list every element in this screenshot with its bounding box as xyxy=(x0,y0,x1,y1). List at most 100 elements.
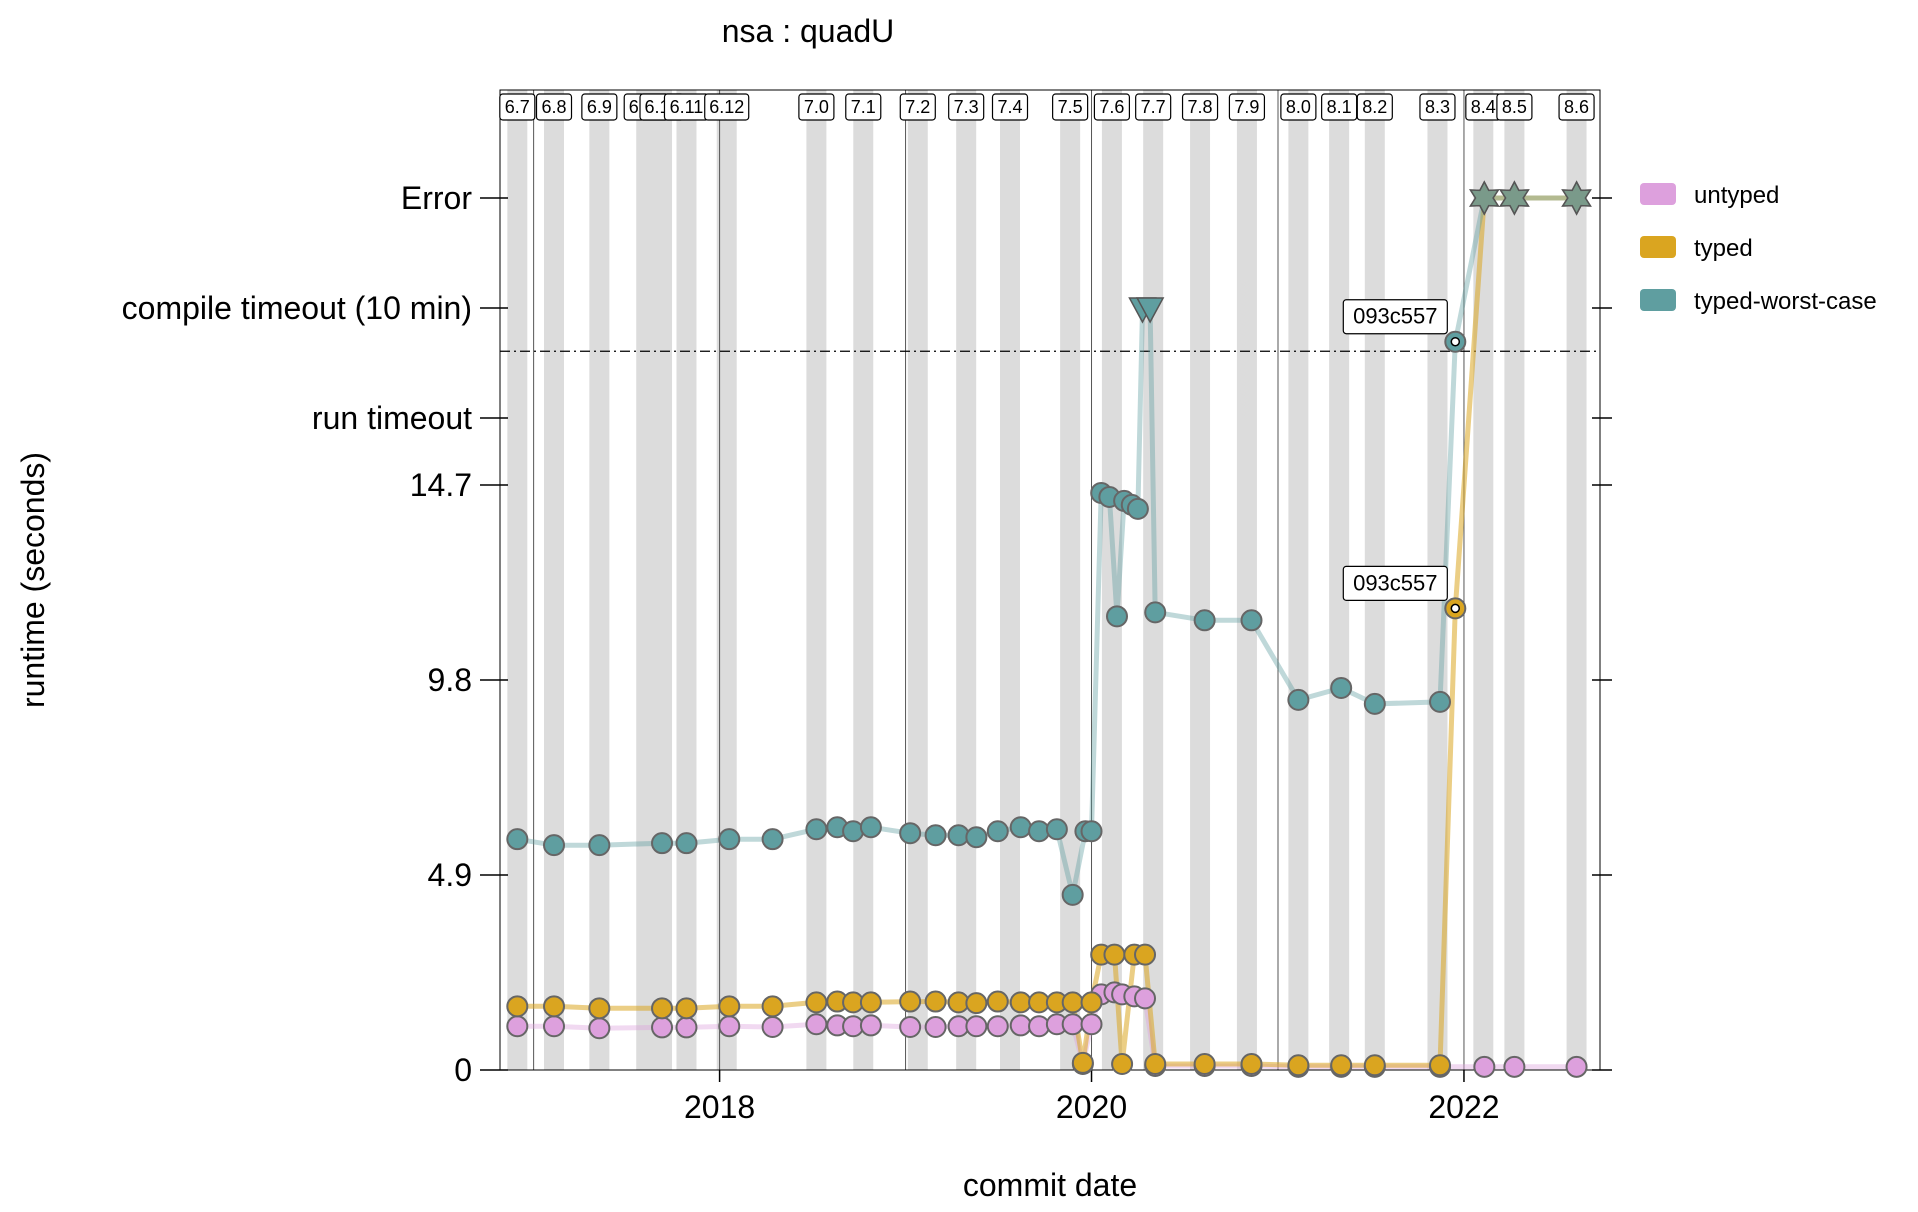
x-tick-label: 2020 xyxy=(1056,1089,1127,1125)
release-band xyxy=(1143,90,1164,1070)
data-point-typed-worst-case xyxy=(947,824,970,847)
data-point-typed-worst-case xyxy=(859,816,882,839)
annotation-point xyxy=(1450,603,1461,614)
release-label: 8.5 xyxy=(1502,97,1527,117)
data-point-typed-worst-case xyxy=(1287,688,1310,711)
legend-swatch xyxy=(1640,289,1676,311)
release-label-box xyxy=(1052,93,1089,121)
release-band xyxy=(907,90,928,1070)
data-point-untyped xyxy=(675,1016,698,1039)
timeout-marker xyxy=(1135,297,1165,324)
release-label-box xyxy=(798,93,835,121)
legend-label: typed-worst-case xyxy=(1694,288,1877,315)
release-label-box xyxy=(899,93,936,121)
release-label: 8.0 xyxy=(1286,97,1311,117)
release-band xyxy=(1329,90,1350,1070)
release-band xyxy=(806,90,827,1070)
data-point-typed xyxy=(1103,943,1126,966)
data-point-untyped xyxy=(859,1014,882,1037)
release-label-box xyxy=(1135,93,1172,121)
data-point-typed-worst-case xyxy=(1045,818,1068,841)
release-label-box xyxy=(535,93,573,121)
data-point-typed xyxy=(986,990,1009,1013)
release-label-box xyxy=(1321,93,1358,121)
annotation-box xyxy=(1342,565,1448,601)
release-label-box xyxy=(1558,93,1595,121)
release-label: 7.3 xyxy=(954,97,979,117)
annotation-box xyxy=(1342,299,1448,335)
release-label: 8.6 xyxy=(1564,97,1589,117)
release-band xyxy=(1190,90,1211,1070)
data-point-untyped xyxy=(718,1015,741,1038)
data-point-typed-worst-case xyxy=(842,820,865,843)
data-point-untyped xyxy=(1061,1013,1084,1036)
release-label: 7.2 xyxy=(905,97,930,117)
data-point-typed xyxy=(1240,1053,1263,1076)
data-point-typed-worst-case xyxy=(899,822,922,845)
release-band xyxy=(589,90,610,1070)
legend-swatch xyxy=(1640,183,1676,205)
release-label-box xyxy=(948,93,985,121)
chart-title: nsa : quadU xyxy=(722,13,895,49)
data-point-typed-worst-case xyxy=(1105,605,1128,628)
data-point-typed xyxy=(965,992,988,1015)
release-label: 6.11 xyxy=(670,97,704,117)
data-point-untyped xyxy=(965,1015,988,1038)
x-axis: 2018 2020 2022 xyxy=(684,1070,1500,1125)
release-label: 8.3 xyxy=(1425,97,1450,117)
y-tick-label: 4.9 xyxy=(428,857,472,893)
error-marker xyxy=(1561,180,1592,216)
release-label: 7.6 xyxy=(1099,97,1124,117)
data-point-typed-worst-case xyxy=(651,832,674,855)
data-point-untyped xyxy=(924,1016,947,1039)
x-axis-label: commit date xyxy=(963,1167,1137,1203)
data-point-typed xyxy=(1061,991,1084,1014)
data-point-typed xyxy=(899,990,922,1013)
release-label: 7.4 xyxy=(997,97,1022,117)
data-point-typed xyxy=(1071,1051,1094,1074)
data-point-untyped xyxy=(1028,1015,1051,1038)
release-label-box xyxy=(1496,93,1533,121)
x-tick-label: 2018 xyxy=(684,1089,755,1125)
data-point-typed xyxy=(1144,1053,1167,1076)
data-point-untyped xyxy=(1503,1055,1526,1078)
data-point-typed-worst-case xyxy=(1080,820,1103,843)
data-point-typed xyxy=(924,990,947,1013)
data-point-untyped xyxy=(805,1013,828,1036)
data-point-untyped xyxy=(506,1015,529,1038)
release-band xyxy=(652,90,673,1070)
annotations: 093c557 093c557 xyxy=(1342,299,1461,614)
release-band xyxy=(507,90,528,1070)
release-label-box xyxy=(499,93,536,121)
data-point-untyped xyxy=(1134,987,1157,1010)
data-point-typed xyxy=(805,991,828,1014)
release-band xyxy=(1101,90,1122,1070)
release-band xyxy=(956,90,977,1070)
y-tick-label: 0 xyxy=(454,1052,472,1088)
data-point-typed xyxy=(859,991,882,1014)
release-label: 7.7 xyxy=(1141,97,1166,117)
data-point-typed-worst-case xyxy=(924,824,947,847)
data-point-typed xyxy=(588,997,611,1020)
plot-frame xyxy=(499,89,1601,1071)
series-points xyxy=(506,180,1592,1078)
release-label: 7.5 xyxy=(1058,97,1083,117)
data-point-untyped xyxy=(588,1017,611,1040)
legend-swatch xyxy=(1640,236,1676,258)
release-band xyxy=(1060,90,1081,1070)
release-band xyxy=(636,90,657,1070)
data-point-typed-worst-case xyxy=(1009,816,1032,839)
release-band xyxy=(853,90,874,1070)
data-point-untyped xyxy=(1009,1014,1032,1037)
data-point-untyped xyxy=(1565,1055,1588,1078)
data-point-typed xyxy=(1111,1053,1134,1076)
annotation-label: 093c557 xyxy=(1353,304,1437,329)
data-point-typed-worst-case xyxy=(1429,690,1452,713)
data-point-typed-worst-case xyxy=(675,832,698,855)
data-point-typed xyxy=(761,995,784,1018)
data-point-typed-worst-case xyxy=(588,834,611,857)
data-point-untyped xyxy=(1080,1013,1103,1036)
y-tick-label: 9.8 xyxy=(428,662,472,698)
y-tick-label: run timeout xyxy=(312,400,472,436)
release-label-box xyxy=(581,93,618,121)
